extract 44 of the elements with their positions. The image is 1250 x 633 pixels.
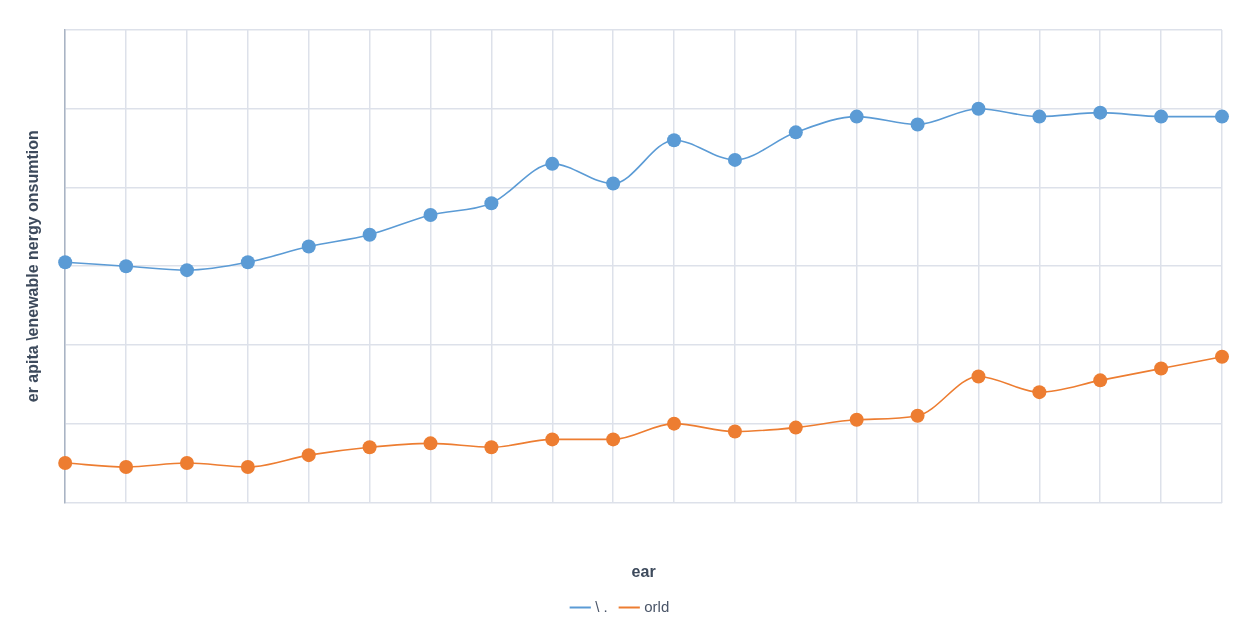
legend-label: orld <box>644 597 670 615</box>
point <box>727 152 742 167</box>
point <box>1154 109 1169 124</box>
point <box>1093 373 1108 388</box>
point <box>179 263 194 278</box>
point <box>545 432 560 447</box>
point <box>727 424 742 439</box>
point <box>1215 109 1229 124</box>
point <box>849 109 864 124</box>
legend-label: \ . <box>595 597 608 615</box>
point <box>423 208 438 223</box>
point <box>667 133 682 148</box>
point <box>179 456 194 471</box>
point <box>362 440 377 455</box>
point <box>606 176 621 191</box>
point <box>1154 361 1169 376</box>
point <box>971 369 986 384</box>
point <box>362 227 377 242</box>
point <box>910 408 925 423</box>
point <box>58 255 73 270</box>
point <box>788 420 803 435</box>
point <box>484 440 499 455</box>
point <box>1032 385 1047 400</box>
point <box>119 259 134 274</box>
y-axis-title: er apita \enewable nergy onsumtion <box>24 130 42 403</box>
point <box>484 196 499 211</box>
point <box>606 432 621 447</box>
point <box>849 412 864 427</box>
point <box>971 101 986 116</box>
point <box>910 117 925 132</box>
point <box>240 459 255 474</box>
point <box>788 125 803 140</box>
point <box>240 255 255 270</box>
x-axis-title: ear <box>631 562 656 580</box>
point <box>667 416 682 431</box>
point <box>1032 109 1047 124</box>
point <box>1093 105 1108 120</box>
point <box>58 456 73 471</box>
point <box>545 156 560 171</box>
point <box>301 239 316 254</box>
point <box>1215 349 1229 364</box>
point <box>423 436 438 451</box>
point <box>301 448 316 463</box>
point <box>119 459 134 474</box>
